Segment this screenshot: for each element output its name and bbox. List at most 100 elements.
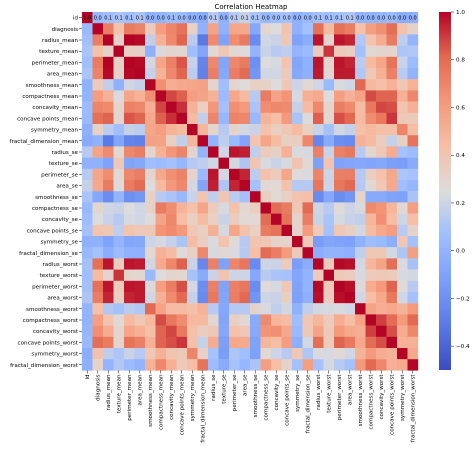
heatmap-cell	[134, 79, 146, 91]
heatmap-cell	[82, 180, 93, 192]
heatmap-cell	[208, 247, 219, 259]
heatmap-cell	[260, 303, 272, 315]
heatmap-cell	[397, 124, 408, 136]
heatmap-cell	[323, 101, 335, 113]
heatmap-cell	[407, 168, 419, 181]
heatmap-cell	[82, 202, 93, 214]
heatmap-cell	[145, 224, 156, 237]
heatmap-cell	[313, 45, 324, 57]
heatmap-cell	[166, 168, 177, 181]
heatmap-cell	[292, 280, 303, 293]
heatmap-cell	[92, 157, 104, 169]
heatmap-cell	[302, 168, 314, 181]
heatmap-cell	[208, 112, 219, 125]
heatmap-cell	[197, 56, 209, 69]
heatmap-cell	[344, 292, 356, 304]
heatmap-cell	[365, 359, 377, 371]
heatmap-cell	[92, 303, 104, 315]
heatmap-cell	[397, 269, 408, 281]
heatmap-cell	[82, 168, 93, 181]
x-tick-label: texture_mean	[117, 374, 123, 413]
heatmap-cell	[92, 135, 104, 147]
heatmap-cell	[82, 213, 93, 225]
heatmap-cell	[323, 269, 335, 281]
heatmap-cell	[302, 12, 314, 24]
heatmap-cell	[344, 112, 356, 125]
heatmap-cell	[145, 124, 156, 136]
heatmap-cell	[271, 348, 282, 360]
heatmap-cell	[208, 56, 219, 69]
heatmap-cell	[323, 135, 335, 147]
heatmap-cell	[407, 292, 419, 304]
heatmap-cell	[134, 236, 146, 248]
heatmap-cell	[103, 247, 114, 259]
heatmap-cell	[334, 359, 345, 371]
heatmap-cell	[376, 314, 387, 326]
cell-annotation: 0.1	[230, 16, 238, 22]
heatmap-cell	[155, 124, 167, 136]
cell-annotation: 0.0	[388, 16, 396, 22]
heatmap-cell	[271, 146, 282, 158]
heatmap-cell	[292, 45, 303, 57]
heatmap-cell	[187, 213, 198, 225]
heatmap-cell	[355, 202, 366, 214]
heatmap-cell	[313, 12, 324, 24]
heatmap-cell	[281, 247, 293, 259]
heatmap-cell	[145, 180, 156, 192]
heatmap-cell	[334, 303, 345, 315]
heatmap-cell	[166, 124, 177, 136]
heatmap-cell	[92, 34, 104, 46]
heatmap-cell	[407, 79, 419, 91]
heatmap-cell	[281, 124, 293, 136]
x-tick-label: concavity_se	[274, 374, 280, 411]
heatmap-cell	[376, 124, 387, 136]
heatmap-cell	[92, 213, 104, 225]
heatmap-cell	[218, 348, 230, 360]
y-tick-label: texture_se	[49, 161, 79, 167]
heatmap-cell	[260, 45, 272, 57]
heatmap-cell	[229, 101, 240, 113]
heatmap-cell	[208, 124, 219, 136]
heatmap-cell	[334, 325, 345, 337]
chart-title: Correlation Heatmap	[215, 3, 289, 11]
heatmap-cell	[176, 79, 188, 91]
heatmap-cell	[271, 325, 282, 337]
heatmap-cell	[397, 258, 408, 270]
heatmap-cell	[229, 236, 240, 248]
heatmap-cell	[197, 157, 209, 169]
heatmap-cell	[82, 359, 93, 371]
heatmap-cell	[124, 280, 135, 293]
heatmap-cell	[176, 112, 188, 125]
y-tick-label: diagnosis	[52, 27, 79, 33]
heatmap-cell	[376, 224, 387, 237]
heatmap-cell	[187, 348, 198, 360]
heatmap-cell	[281, 12, 293, 24]
heatmap-cell	[355, 258, 366, 270]
heatmap-cell	[323, 336, 335, 349]
heatmap-cell	[260, 280, 272, 293]
heatmap-cell	[113, 124, 125, 136]
heatmap-cell	[260, 157, 272, 169]
heatmap-cell	[229, 56, 240, 69]
heatmap-cell	[281, 303, 293, 315]
heatmap-cell	[208, 336, 219, 349]
heatmap-cell	[176, 258, 188, 270]
heatmap-cell	[82, 280, 93, 293]
heatmap-cell	[229, 180, 240, 192]
heatmap-cell	[197, 146, 209, 158]
y-tick-label: area_worst	[47, 296, 78, 302]
heatmap-cell	[376, 68, 387, 80]
heatmap-cell	[355, 45, 366, 57]
colorbar-tick-label: 0.8	[456, 58, 465, 64]
heatmap-cell	[281, 112, 293, 125]
heatmap-cell	[103, 124, 114, 136]
heatmap-cell	[239, 23, 251, 35]
heatmap-cell	[145, 258, 156, 270]
heatmap-cell	[292, 180, 303, 192]
heatmap-cell	[113, 269, 125, 281]
heatmap-cell	[134, 258, 146, 270]
x-tick-label: fractal_dimension_se	[306, 374, 312, 433]
heatmap-cell	[334, 23, 345, 35]
heatmap-cell	[103, 213, 114, 225]
heatmap-cell	[344, 34, 356, 46]
